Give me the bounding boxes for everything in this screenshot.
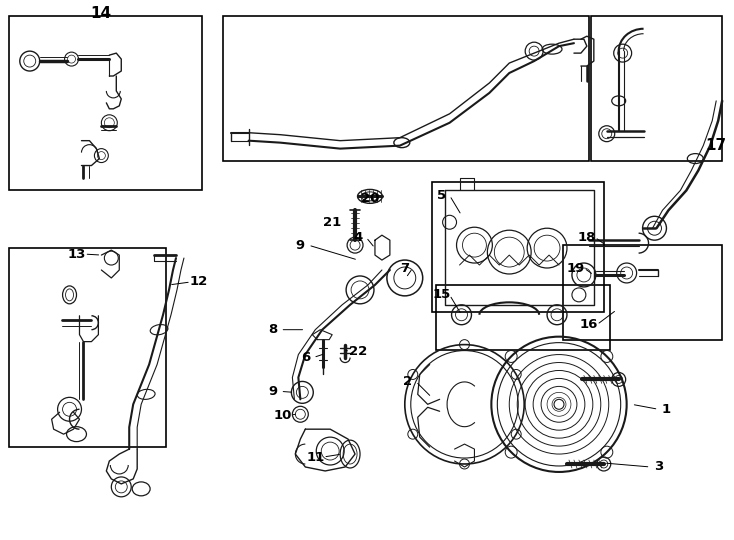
Text: 5: 5 bbox=[437, 189, 446, 202]
Text: 10: 10 bbox=[273, 409, 291, 422]
Text: 4: 4 bbox=[354, 231, 363, 244]
Text: 8: 8 bbox=[268, 323, 277, 336]
Text: 13: 13 bbox=[68, 247, 86, 261]
Bar bbox=[222, 16, 589, 160]
Bar bbox=[436, 285, 610, 349]
Text: 1: 1 bbox=[662, 403, 671, 416]
Text: 19: 19 bbox=[567, 261, 585, 274]
Text: 20: 20 bbox=[361, 192, 379, 205]
Bar bbox=[591, 16, 722, 160]
Bar bbox=[432, 183, 604, 312]
Text: 12: 12 bbox=[190, 275, 208, 288]
Text: 11: 11 bbox=[306, 450, 324, 463]
Text: 3: 3 bbox=[654, 461, 663, 474]
Text: 14: 14 bbox=[91, 6, 112, 21]
Bar bbox=[9, 16, 202, 191]
Text: 9: 9 bbox=[296, 239, 305, 252]
Text: 18: 18 bbox=[578, 231, 596, 244]
Text: 9: 9 bbox=[268, 385, 277, 398]
Text: 7: 7 bbox=[400, 261, 410, 274]
Bar bbox=[563, 245, 722, 340]
Text: 16: 16 bbox=[580, 318, 598, 331]
Text: 22: 22 bbox=[349, 345, 367, 358]
Text: 15: 15 bbox=[432, 288, 451, 301]
Bar bbox=[9, 248, 166, 447]
Text: 21: 21 bbox=[323, 216, 341, 229]
Text: 17: 17 bbox=[705, 138, 727, 153]
Text: 2: 2 bbox=[403, 375, 413, 388]
Text: 6: 6 bbox=[301, 351, 310, 364]
